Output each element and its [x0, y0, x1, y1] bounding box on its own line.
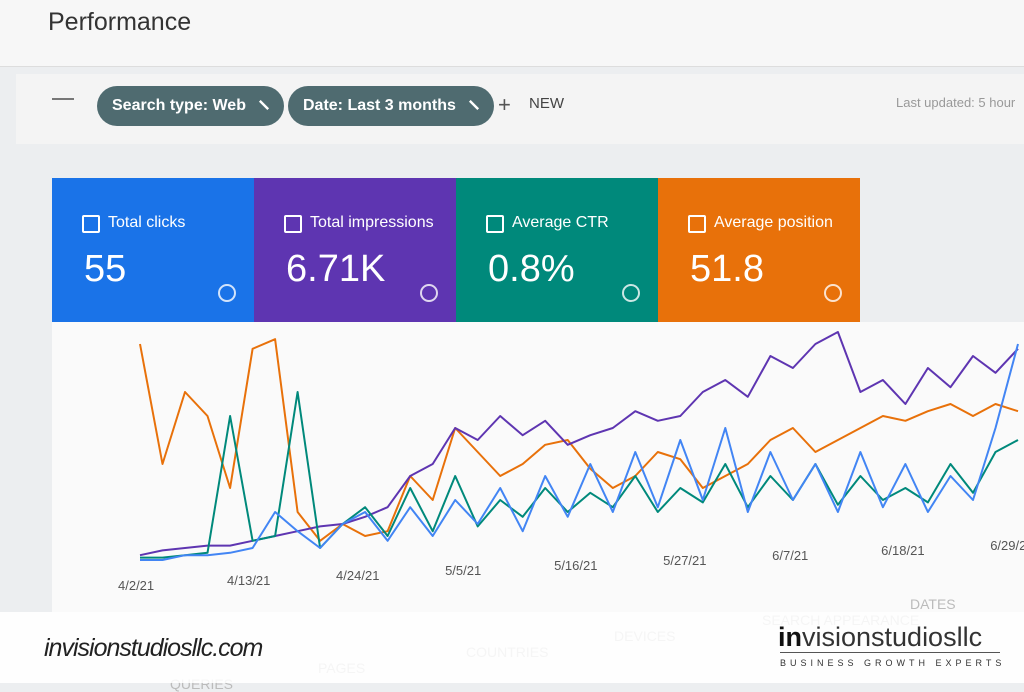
x-axis-label: 4/13/21 — [227, 573, 270, 588]
chart: 4/2/21 4/13/21 4/24/21 5/5/21 5/16/21 5/27/21… — [118, 331, 1024, 593]
x-axis-label: 4/2/21 — [118, 578, 154, 593]
series-line — [139, 338, 1019, 542]
card-value: 51.8 — [690, 248, 764, 290]
x-axis-label: 5/5/21 — [445, 563, 481, 578]
filter-icon[interactable] — [52, 98, 74, 114]
header — [0, 0, 1024, 67]
help-icon — [218, 284, 236, 302]
metric-card[interactable]: Total clicks 55 — [52, 178, 254, 322]
watermark-brand: invisionstudiosllc — [778, 622, 982, 653]
help-icon — [622, 284, 640, 302]
series-line — [140, 391, 1019, 559]
filter-chip[interactable]: Date: Last 3 months — [288, 86, 494, 126]
new-button[interactable]: NEW — [529, 95, 564, 112]
metric-card[interactable]: Total impressions 6.71K — [254, 178, 456, 322]
filter-chip[interactable]: Search type: Web — [97, 86, 284, 126]
card-label: Total impressions — [284, 214, 434, 233]
help-icon — [420, 284, 438, 302]
brand-bold: in — [778, 622, 802, 652]
card-value: 0.8% — [488, 248, 575, 290]
series-line — [140, 343, 1019, 561]
watermark-tagline: BUSINESS GROWTH EXPERTS — [780, 658, 1006, 668]
page-title: Performance — [48, 8, 192, 36]
help-icon — [824, 284, 842, 302]
card-value: 6.71K — [286, 248, 386, 290]
chart-area — [52, 322, 1024, 612]
tab[interactable]: DATES — [910, 596, 956, 612]
metric-card[interactable]: Average position 51.8 — [658, 178, 860, 322]
brand-rule — [780, 652, 1000, 653]
card-label: Average CTR — [486, 214, 609, 233]
watermark-band — [0, 612, 1024, 683]
card-label: Total clicks — [82, 214, 185, 233]
last-updated: Last updated: 5 hour — [896, 95, 1016, 110]
series-line — [139, 331, 1019, 557]
x-axis-label: 6/18/21 — [881, 543, 924, 558]
x-axis-label: 6/7/21 — [772, 548, 808, 563]
metric-card[interactable]: Average CTR 0.8% — [456, 178, 658, 322]
x-axis-label: 6/29/21 — [990, 538, 1024, 553]
card-value: 55 — [84, 248, 127, 290]
card-label: Average position — [688, 214, 833, 233]
plus-icon: + — [498, 92, 511, 117]
x-axis-label: 5/16/21 — [554, 558, 597, 573]
brand-rest: visionstudiosllc — [802, 622, 983, 652]
watermark-url: invisionstudiosllc.com — [44, 634, 263, 662]
x-axis-label: 4/24/21 — [336, 568, 379, 583]
x-axis-label: 5/27/21 — [663, 553, 706, 568]
